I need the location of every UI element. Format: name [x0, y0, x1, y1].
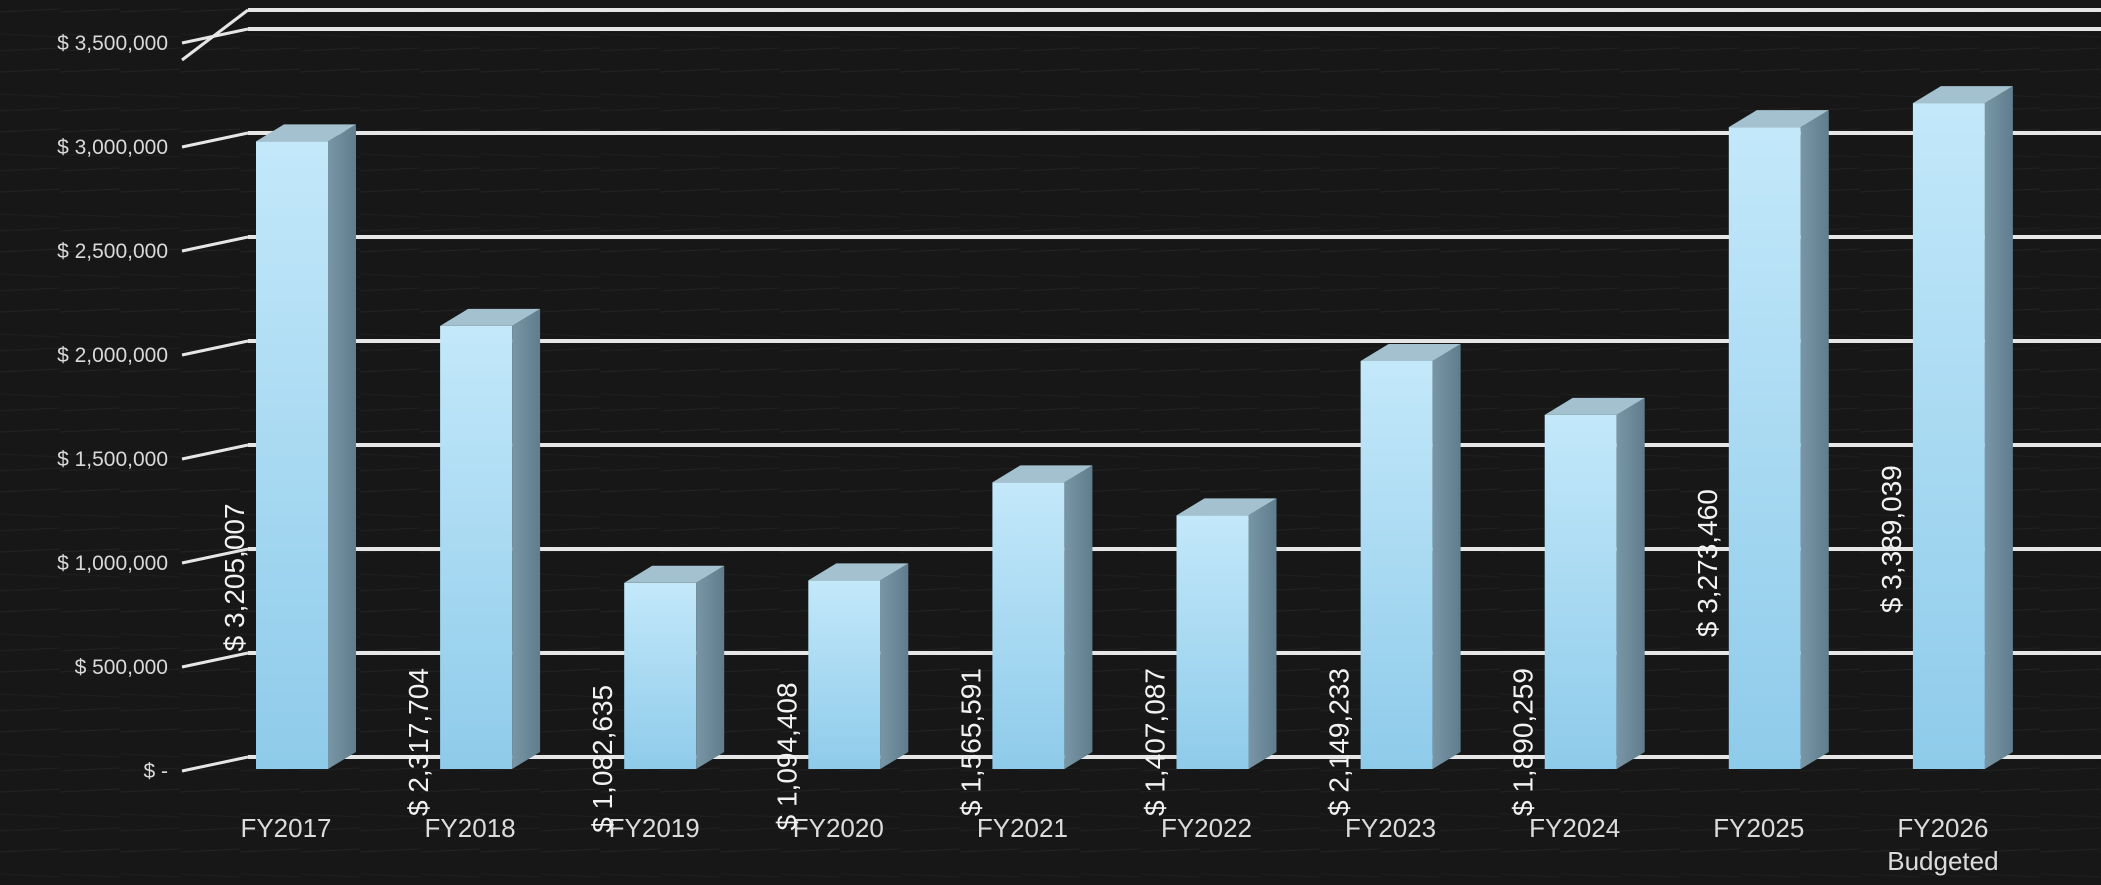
- y-tick-label: $ 2,000,000: [57, 344, 168, 367]
- data-label: $ 3,389,039: [1876, 465, 1907, 613]
- x-tick-label: FY2026: [1897, 813, 1988, 843]
- x-tick-label: FY2021: [977, 813, 1068, 843]
- bar-front: [1176, 515, 1249, 769]
- data-label: $ 1,890,259: [1508, 668, 1539, 816]
- x-tick-label: FY2020: [793, 813, 884, 843]
- data-label: $ 1,565,591: [955, 668, 986, 816]
- bar-front: [992, 482, 1065, 769]
- bar-side: [328, 124, 356, 770]
- bar-side: [880, 563, 909, 769]
- bar-top: [1544, 397, 1645, 415]
- gridline-diagonal: [181, 235, 249, 253]
- bar-top: [256, 124, 356, 142]
- data-label: $ 2,317,704: [403, 668, 434, 816]
- bar-front: [1728, 127, 1801, 770]
- bar-side: [1248, 498, 1277, 769]
- x-tick-label: FY2025: [1713, 813, 1804, 843]
- bar-front: [440, 325, 513, 769]
- y-tick-label: $ 2,500,000: [57, 240, 168, 263]
- x-tick-label: FY2018: [425, 813, 516, 843]
- y-tick-label: $ 1,000,000: [57, 552, 168, 575]
- bar-top: [624, 565, 725, 583]
- gridline-diagonal: [181, 755, 249, 773]
- frame-diagonal: [181, 8, 249, 62]
- gridline-diagonal: [181, 443, 249, 461]
- bar-front: [1912, 103, 1985, 769]
- bar-top: [992, 465, 1093, 483]
- gridline-diagonal: [181, 651, 249, 669]
- bar-front: [808, 580, 881, 769]
- bar-top: [1728, 110, 1829, 128]
- y-tick-label: $ 500,000: [75, 656, 168, 679]
- x-tick-label: FY2022: [1161, 813, 1252, 843]
- bar-top: [440, 308, 541, 326]
- data-label: $ 1,407,087: [1140, 668, 1171, 816]
- bar-top: [1360, 343, 1461, 361]
- x-tick-label: Budgeted: [1887, 846, 1998, 876]
- y-tick-label: $ 1,500,000: [57, 448, 168, 471]
- x-tick-label: FY2019: [609, 813, 700, 843]
- data-label: $ 3,205,007: [219, 503, 250, 651]
- gridline-diagonal: [181, 131, 249, 149]
- bar-top: [808, 563, 909, 581]
- bar-side: [696, 565, 725, 769]
- y-tick-label: $ 3,000,000: [57, 136, 168, 159]
- bar-top: [1176, 498, 1277, 516]
- x-tick-label: FY2024: [1529, 813, 1620, 843]
- bar-front: [624, 582, 697, 769]
- gridline-diagonal: [181, 547, 249, 565]
- data-label: $ 2,149,233: [1324, 668, 1355, 816]
- bar-side: [1064, 465, 1093, 769]
- bar-top: [1912, 86, 2013, 104]
- data-label: $ 1,094,408: [771, 682, 802, 830]
- gridline-diagonal: [181, 339, 249, 357]
- data-label: $ 1,082,635: [587, 685, 618, 833]
- data-label: $ 3,273,460: [1692, 489, 1723, 637]
- bar-front: [256, 141, 328, 770]
- x-tick-label: FY2023: [1345, 813, 1436, 843]
- y-tick-label: $ -: [143, 760, 168, 783]
- bar-side: [1616, 397, 1645, 769]
- bar-side: [1984, 86, 2013, 769]
- bar-front: [1544, 414, 1617, 769]
- bar-side: [1800, 110, 1829, 770]
- y-tick-label: $ 3,500,000: [57, 32, 168, 55]
- bar-side: [1432, 343, 1461, 769]
- x-tick-label: FY2017: [240, 813, 331, 843]
- bar-front: [1360, 360, 1433, 769]
- bar-side: [512, 308, 541, 769]
